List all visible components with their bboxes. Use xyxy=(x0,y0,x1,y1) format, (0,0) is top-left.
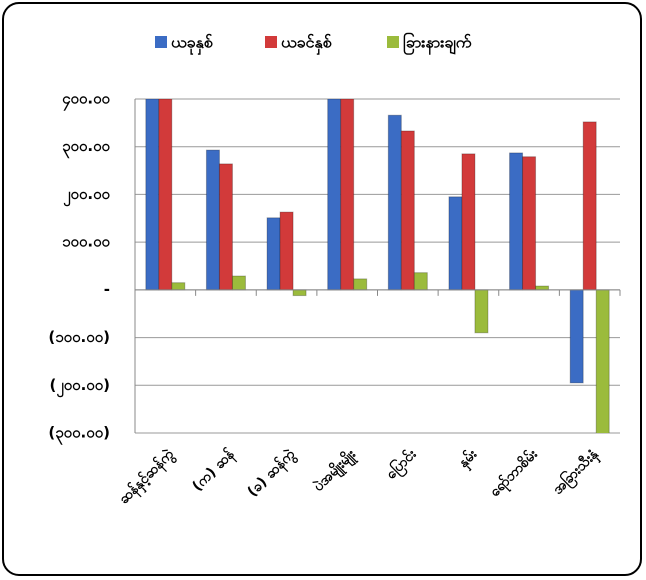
bar xyxy=(231,275,246,291)
y-tick-label: (၂၀၀.၀၀) xyxy=(49,376,110,398)
y-tick-label: ၂၀၀.၀၀ xyxy=(63,185,110,207)
bar xyxy=(474,289,489,334)
y-tick-label: (၃၀၀.၀၀) xyxy=(48,424,110,446)
legend-label: ယခုနှစ် xyxy=(171,33,214,56)
y-tick-label: ၁၀၀.၀၀ xyxy=(62,233,110,251)
bar xyxy=(413,272,428,291)
bar xyxy=(266,217,281,291)
bar xyxy=(292,289,307,297)
bar xyxy=(569,289,584,384)
bar xyxy=(387,114,402,291)
bar xyxy=(582,121,597,291)
bar xyxy=(327,99,342,291)
bar xyxy=(461,153,476,291)
y-tick-label: - xyxy=(104,280,110,298)
bar xyxy=(595,289,610,433)
y-tick-label: ၄၀၀.၀၀ xyxy=(62,90,110,112)
y-tick-label: ၃၀၀.၀၀ xyxy=(62,137,110,159)
legend-swatch xyxy=(265,36,277,48)
bar xyxy=(353,278,368,291)
legend-swatch xyxy=(155,36,167,48)
bar xyxy=(400,130,415,291)
bar xyxy=(509,152,524,291)
bar xyxy=(218,163,233,291)
bar xyxy=(535,285,550,291)
bar xyxy=(522,156,537,291)
bar xyxy=(279,211,294,291)
bar xyxy=(205,149,220,291)
bar xyxy=(448,196,463,291)
bar xyxy=(171,282,186,291)
y-tick-label: (၁၀၀.၀၀) xyxy=(48,328,110,346)
bar xyxy=(145,99,160,291)
legend-label: ယခင်နှစ် xyxy=(281,33,333,56)
bar xyxy=(340,99,355,291)
bar xyxy=(158,99,173,291)
legend-swatch xyxy=(387,36,399,48)
